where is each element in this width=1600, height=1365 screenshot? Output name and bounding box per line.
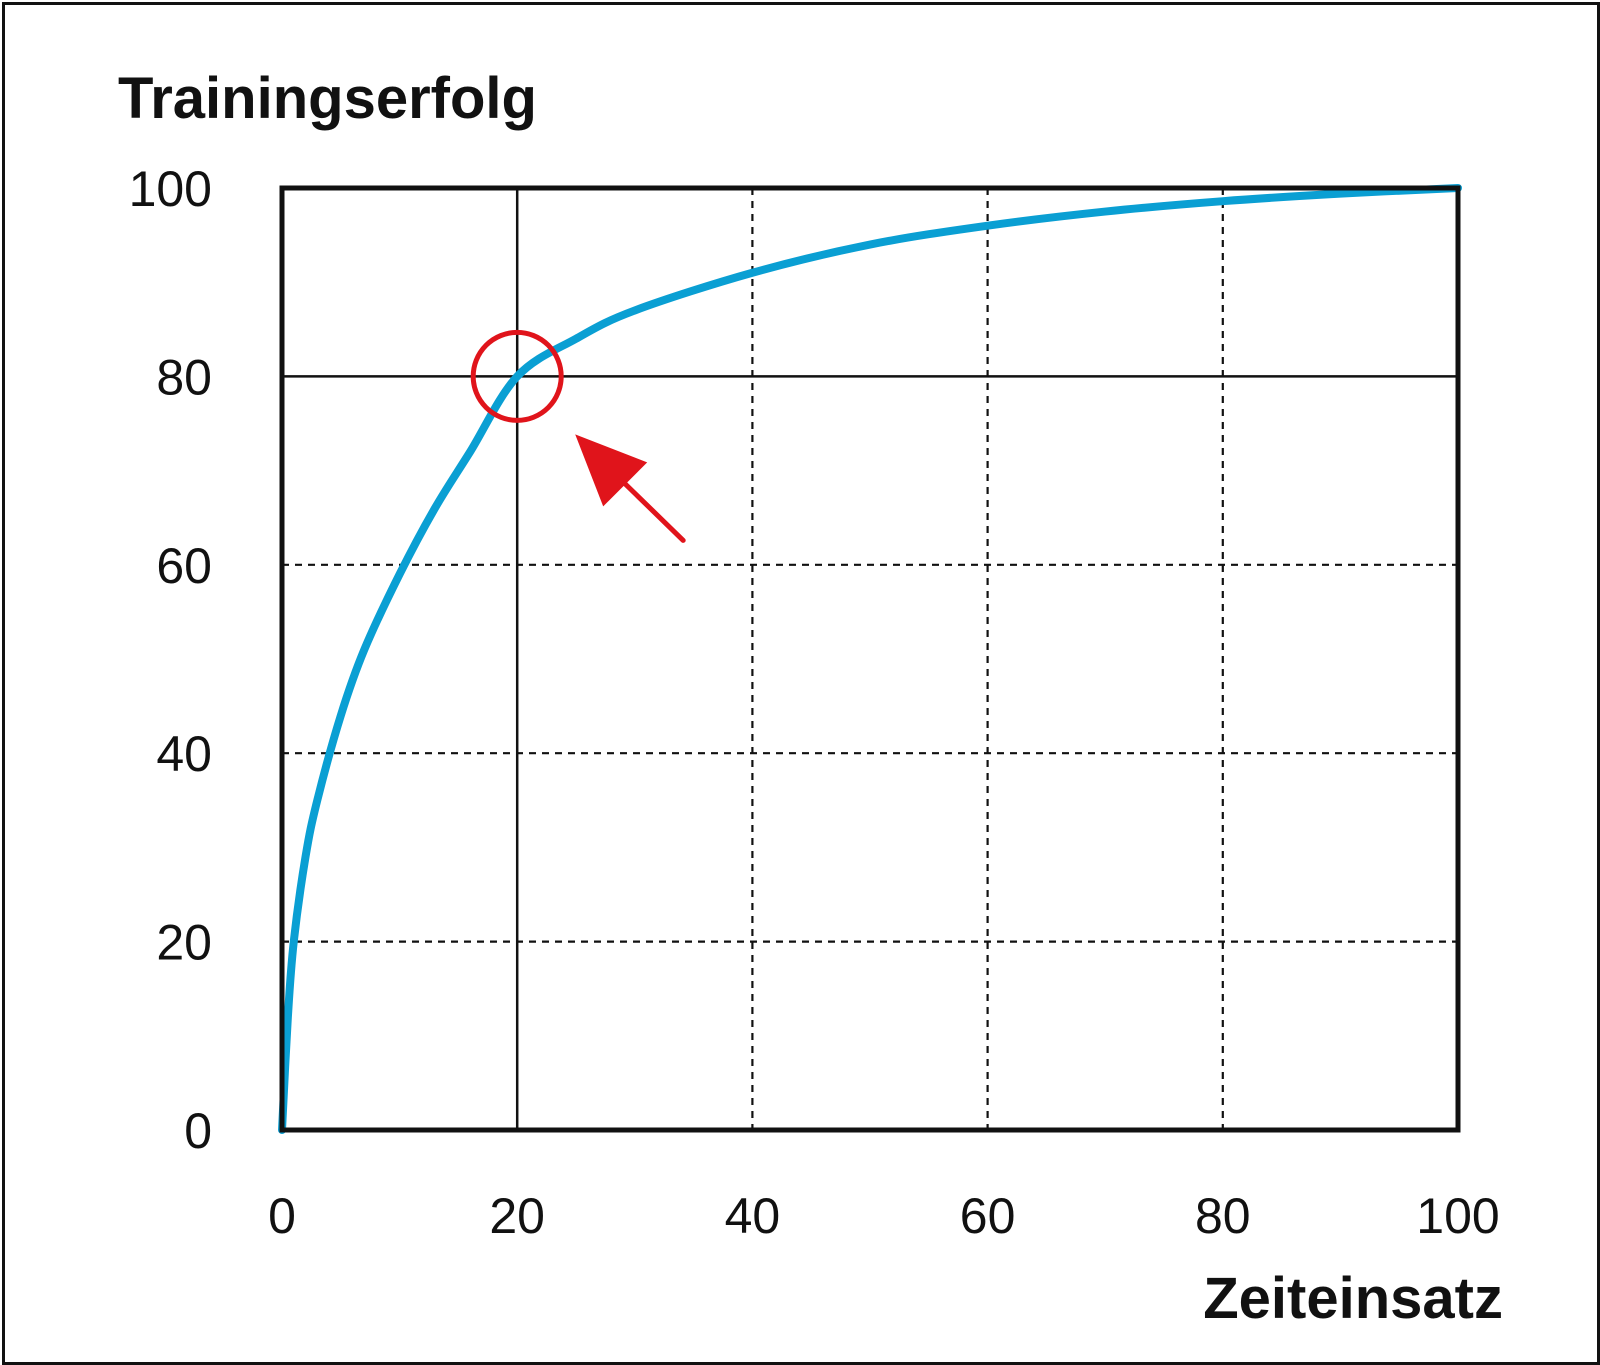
x-tick-40: 40 <box>725 1188 781 1244</box>
y-tick-80: 80 <box>156 349 212 405</box>
y-axis-title: Trainingserfolg <box>118 66 537 131</box>
x-tick-20: 20 <box>489 1188 545 1244</box>
y-tick-100: 100 <box>129 161 212 217</box>
y-tick-labels: 0 20 40 60 80 100 <box>129 161 212 1159</box>
x-tick-80: 80 <box>1195 1188 1251 1244</box>
series-line-0 <box>278 184 1462 1134</box>
y-tick-0: 0 <box>184 1103 212 1159</box>
arrow-head <box>575 434 648 507</box>
x-tick-0: 0 <box>268 1188 296 1244</box>
annotation <box>470 329 686 543</box>
highlight-circle <box>470 329 564 423</box>
y-tick-40: 40 <box>156 726 212 782</box>
plot-border <box>279 185 1461 1133</box>
x-tick-60: 60 <box>960 1188 1016 1244</box>
x-tick-100: 100 <box>1416 1188 1499 1244</box>
y-tick-20: 20 <box>156 915 212 971</box>
x-axis-title: Zeiteinsatz <box>1203 1266 1503 1331</box>
x-tick-labels: 0 20 40 60 80 100 <box>268 1188 1500 1244</box>
reference-lines <box>282 188 1458 1130</box>
data-series <box>278 184 1462 1134</box>
y-tick-60: 60 <box>156 538 212 594</box>
grid-lines <box>282 188 1458 1130</box>
